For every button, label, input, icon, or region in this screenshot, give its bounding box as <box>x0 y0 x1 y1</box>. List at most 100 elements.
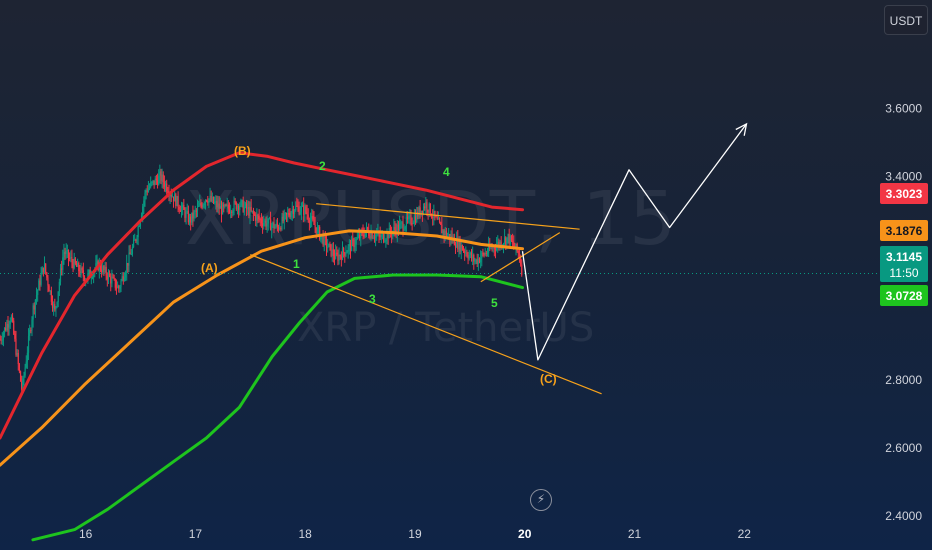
candle-body <box>145 190 147 193</box>
candle-body <box>137 226 139 238</box>
candle-body <box>198 205 200 207</box>
candle-body <box>129 252 131 255</box>
candle-body <box>330 244 332 256</box>
candle-body <box>465 252 467 254</box>
candle-body <box>462 250 465 252</box>
candle-body <box>241 200 243 202</box>
candle-body <box>486 252 489 254</box>
candle-body <box>327 247 329 249</box>
candle-body <box>459 239 461 252</box>
candle-body <box>494 248 497 251</box>
y-axis[interactable]: 3.6000 3.4000 2.8000 2.6000 2.4000 <box>885 102 922 523</box>
candle-body <box>196 206 199 211</box>
candle-body <box>45 263 47 273</box>
candle-body <box>123 277 126 281</box>
candle-body <box>328 243 330 248</box>
candle-body <box>348 243 350 247</box>
candle-body <box>443 230 445 236</box>
candle-body <box>37 290 39 295</box>
candle-body <box>163 182 165 187</box>
candle-body <box>401 222 403 224</box>
candle-body <box>263 222 265 226</box>
candle-body <box>184 209 186 218</box>
x-tick-label: 17 <box>189 527 203 541</box>
candle-body <box>38 280 40 291</box>
candle-body <box>258 215 260 219</box>
candle-body <box>208 198 210 203</box>
x-tick-label: 16 <box>79 527 93 541</box>
candle-body <box>136 237 138 241</box>
price-tag-current: 3.1145 <box>886 250 922 264</box>
candle-body <box>473 254 475 262</box>
trendlines-group <box>250 203 602 395</box>
candle-body <box>317 227 320 229</box>
candle-body <box>1 339 3 341</box>
candle-body <box>80 267 82 275</box>
price-tag-red: 3.3023 <box>886 187 923 201</box>
trendline <box>250 254 602 395</box>
candle-body <box>56 302 58 307</box>
candle-body <box>89 270 91 277</box>
candle-body <box>57 291 59 303</box>
candle-body <box>490 247 492 249</box>
candle-body <box>512 240 514 243</box>
candle-body <box>112 277 114 279</box>
candle-body <box>252 210 255 214</box>
candle-body <box>199 203 201 206</box>
candle-body <box>485 252 487 254</box>
candle-body <box>261 223 264 226</box>
y-tick-label: 2.6000 <box>885 441 922 455</box>
candle-body <box>65 250 67 254</box>
candle-body <box>116 286 119 288</box>
candle-body <box>139 220 142 227</box>
candle-body <box>488 244 490 253</box>
candle-body <box>467 256 469 259</box>
x-axis[interactable]: 16 17 18 19 20 21 22 <box>79 527 751 541</box>
currency-button[interactable]: USDT <box>884 5 928 35</box>
candle-body <box>190 216 192 223</box>
candle-body <box>95 263 97 270</box>
candle-body <box>322 235 324 246</box>
candle-body <box>375 234 377 239</box>
candle-body <box>210 195 212 201</box>
price-tag-orange: 3.1876 <box>886 224 923 238</box>
candle-body <box>126 262 128 274</box>
wave-label-2: 2 <box>319 159 326 173</box>
candle-body <box>433 210 435 218</box>
candle-body <box>337 254 339 261</box>
candle-body <box>373 237 376 239</box>
x-tick-label: 20 <box>518 527 532 541</box>
candle-body <box>282 216 284 222</box>
candle-body <box>356 237 358 239</box>
candle-body <box>483 253 485 256</box>
price-tag-current-bg <box>880 246 928 282</box>
candle-body <box>202 204 204 208</box>
candle-body <box>517 251 519 254</box>
candle-body <box>135 239 137 241</box>
candle-body <box>384 241 386 243</box>
candle-body <box>406 216 409 219</box>
candle-body <box>218 203 220 209</box>
lightning-bolt-icon[interactable]: ⚡︎ <box>530 489 552 511</box>
candle-body <box>416 211 418 223</box>
candle-body <box>496 245 498 251</box>
candle-body <box>119 287 121 289</box>
candle-body <box>82 270 84 277</box>
candle-body <box>16 353 18 355</box>
candle-body <box>308 219 310 224</box>
candle-body <box>298 206 300 215</box>
candle-body <box>200 203 202 206</box>
candle-body <box>191 212 193 223</box>
candle-body <box>309 219 312 224</box>
candle-body <box>48 285 50 292</box>
candle-body <box>372 237 374 239</box>
wave-label-3: 3 <box>369 292 376 306</box>
candle-body <box>3 327 6 334</box>
candle-body <box>224 204 226 207</box>
candle-body <box>393 227 395 232</box>
candle-body <box>273 222 275 229</box>
candle-body <box>122 276 124 281</box>
candle-body <box>287 213 289 215</box>
y-tick-label: 2.4000 <box>885 509 922 523</box>
